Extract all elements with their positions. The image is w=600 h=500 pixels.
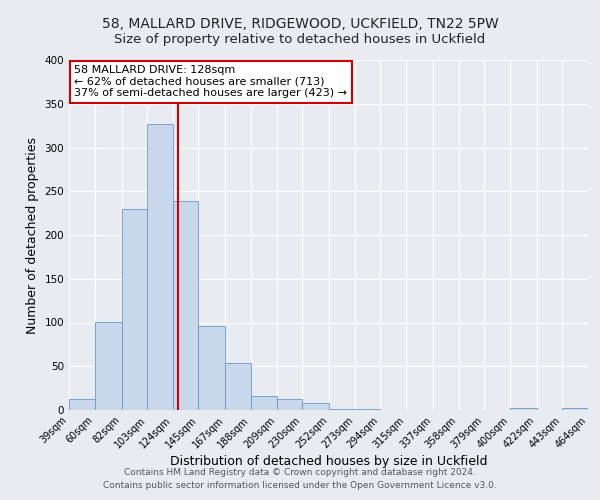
Y-axis label: Number of detached properties: Number of detached properties — [26, 136, 39, 334]
Bar — [562, 408, 588, 410]
Text: 58, MALLARD DRIVE, RIDGEWOOD, UCKFIELD, TN22 5PW: 58, MALLARD DRIVE, RIDGEWOOD, UCKFIELD, … — [101, 18, 499, 32]
Bar — [329, 409, 355, 410]
Bar — [173, 201, 199, 410]
Bar — [147, 124, 173, 410]
Bar — [199, 326, 226, 410]
Text: 58 MALLARD DRIVE: 128sqm
← 62% of detached houses are smaller (713)
37% of semi-: 58 MALLARD DRIVE: 128sqm ← 62% of detach… — [74, 66, 347, 98]
Bar — [226, 363, 251, 410]
Bar — [251, 396, 277, 410]
Bar — [355, 409, 380, 410]
X-axis label: Distribution of detached houses by size in Uckfield: Distribution of detached houses by size … — [170, 456, 487, 468]
Bar — [122, 209, 147, 410]
Bar — [510, 408, 537, 410]
Bar — [69, 398, 95, 410]
Bar — [95, 322, 122, 410]
Text: Contains public sector information licensed under the Open Government Licence v3: Contains public sector information licen… — [103, 480, 497, 490]
Text: Contains HM Land Registry data © Crown copyright and database right 2024.: Contains HM Land Registry data © Crown c… — [124, 468, 476, 477]
Bar — [277, 398, 302, 410]
Bar — [302, 403, 329, 410]
Text: Size of property relative to detached houses in Uckfield: Size of property relative to detached ho… — [115, 32, 485, 46]
